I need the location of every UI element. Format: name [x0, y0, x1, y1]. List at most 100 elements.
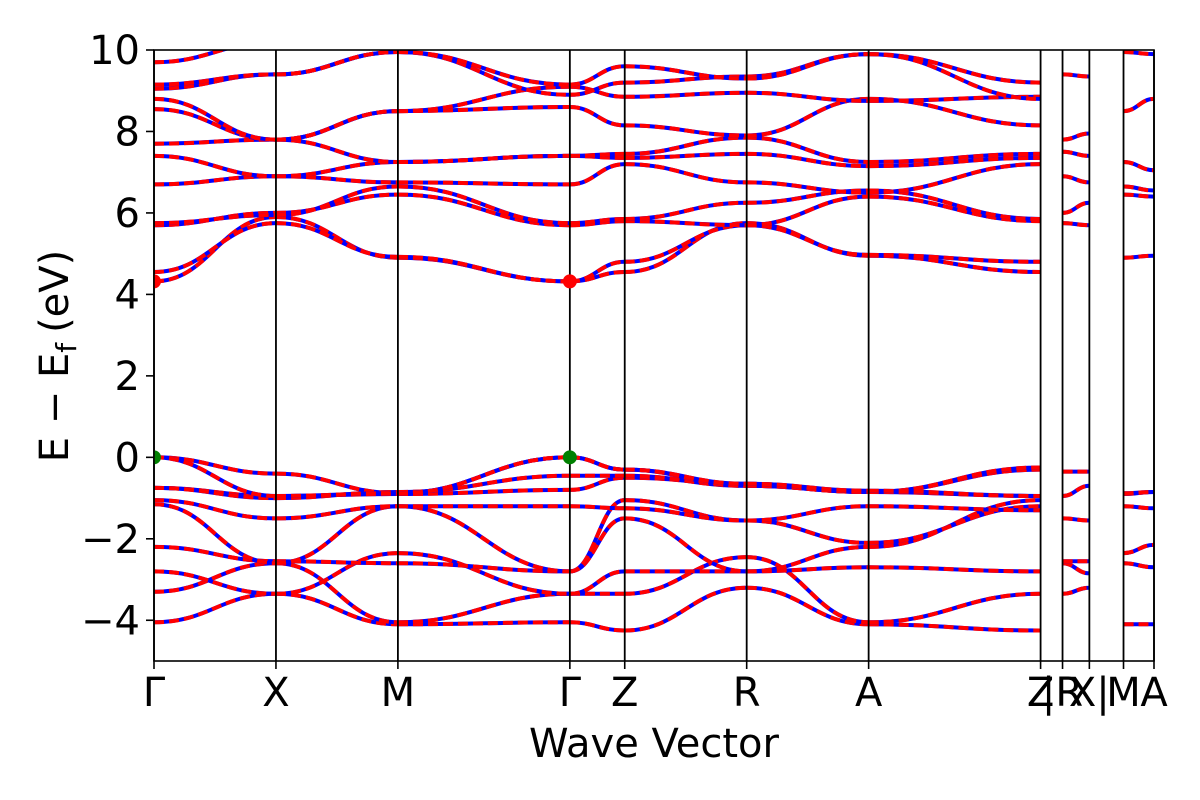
band-6-11	[868, 252, 1041, 264]
band-10-5-dashed	[1123, 490, 1154, 496]
band-5-0-dashed	[746, 585, 869, 627]
band-5-5-dashed	[746, 504, 869, 523]
y-tick-label-7: 10	[89, 28, 140, 74]
x-tick-label-2: M	[381, 670, 416, 716]
band-lines	[154, 34, 1154, 633]
band-3-14-dashed	[569, 162, 625, 187]
band-3-18-dashed	[569, 84, 625, 99]
band-5-1-dashed	[746, 555, 869, 625]
band-2-14	[397, 180, 570, 187]
band-4-14-dashed	[624, 162, 747, 185]
band-4-18-dashed	[624, 90, 747, 99]
band-8-8-dashed	[1062, 174, 1090, 185]
band-2-20-dashed	[397, 50, 570, 87]
band-4-17-dashed	[624, 123, 747, 138]
band-0-17-dashed	[154, 107, 277, 142]
band-3-3-dashed	[569, 516, 626, 574]
band-3-6-dashed	[569, 475, 625, 492]
band-2-1	[397, 591, 570, 625]
band-6-1	[868, 591, 1041, 625]
band-10-9-dashed	[1123, 160, 1154, 173]
band-10-1-dashed	[1123, 542, 1154, 556]
band-3-0-dashed	[569, 620, 625, 633]
band-5-17-dashed	[746, 96, 869, 138]
band-0-18-dashed	[154, 96, 277, 142]
y-tick-label-4: 4	[115, 272, 140, 318]
y-tick-label-3: 2	[115, 354, 140, 400]
band-0-10-dashed	[154, 215, 277, 284]
band-3-4-dashed	[569, 498, 626, 574]
band-5-20-dashed	[746, 52, 869, 81]
band-8-9-dashed	[1062, 131, 1090, 142]
band-5-14-dashed	[746, 180, 869, 195]
band-4-9-dashed	[624, 467, 747, 486]
vbm-marker-2	[154, 450, 161, 465]
band-10-11-dashed	[1123, 50, 1154, 57]
band-3-5-dashed	[569, 504, 625, 511]
band-6-0	[868, 622, 1041, 633]
band-10-7-dashed	[1123, 192, 1154, 199]
band-6-21	[869, 34, 1041, 38]
band-6-4-dashed	[868, 504, 1041, 545]
band-1-20-dashed	[275, 50, 398, 77]
band-5-12-dashed	[746, 194, 869, 228]
band-0-4-dashed	[154, 502, 277, 566]
band-1-12-dashed	[275, 192, 398, 215]
band-8-11-dashed	[1062, 72, 1090, 79]
band-6-13	[868, 188, 1041, 221]
x-tick-label-7: Z	[1027, 670, 1054, 716]
y-axis-label-subscript: f	[50, 342, 83, 353]
band-0-2-dashed	[154, 569, 277, 596]
band-6-12	[868, 194, 1041, 224]
band-0-11-dashed	[154, 221, 277, 274]
band-10-2-dashed	[1123, 561, 1154, 570]
band-4-11-dashed	[624, 223, 747, 264]
x-tick-label-5: R	[733, 670, 761, 716]
band-4-15-dashed	[624, 151, 747, 160]
band-1-21-dashed	[276, 38, 398, 42]
band-4-1-dashed	[624, 555, 747, 596]
band-2-6	[397, 487, 570, 496]
x-tick-label-9: X|	[1069, 670, 1110, 716]
band-3-16-dashed	[569, 151, 625, 158]
band-3-13-dashed	[569, 217, 625, 226]
band-2-13-dashed	[397, 184, 570, 226]
band-4-3-dashed	[624, 516, 747, 574]
band-10-8-dashed	[1123, 184, 1154, 193]
band-2-16	[397, 153, 570, 164]
y-tick-label-5: 6	[115, 191, 140, 237]
band-1-0-dashed	[275, 591, 398, 627]
cbm-marker-1	[562, 274, 577, 289]
band-2-19-dashed	[397, 50, 570, 97]
band-0-20-dashed	[154, 72, 277, 87]
band-5-9-dashed	[746, 481, 869, 493]
y-axis-label: E − Ef (eV)	[32, 250, 83, 463]
band-0-15-dashed	[154, 153, 277, 179]
band-3-20-dashed	[569, 64, 625, 87]
band-2-0	[397, 620, 570, 627]
plot-frame	[153, 49, 1155, 662]
band-1-11-dashed	[275, 221, 398, 259]
band-2-2	[397, 551, 570, 596]
band-6-20	[868, 52, 1041, 101]
band-2-20	[397, 50, 570, 87]
x-tick-label-6: A	[855, 670, 883, 716]
band-8-0-dashed	[1062, 585, 1090, 596]
band-3-2-dashed	[569, 569, 625, 596]
x-axis-ticks: Γ X M Γ Z R A Z|RX|M A	[143, 661, 1168, 716]
band-4-10-dashed	[624, 221, 747, 274]
band-3-17-dashed	[569, 105, 625, 128]
band-0-13-dashed	[154, 213, 277, 226]
band-5-3-dashed	[746, 544, 869, 574]
band-8-10-dashed	[1062, 149, 1090, 158]
band-2-3	[397, 561, 570, 574]
band-extrema-markers	[154, 274, 577, 465]
y-tick-label-0: −4	[81, 598, 140, 644]
band-8-6-dashed	[1062, 200, 1090, 215]
band-0-1-dashed	[154, 561, 277, 594]
band-6-2	[868, 565, 1041, 574]
x-tick-label-11: A	[1140, 670, 1168, 716]
band-3-14	[569, 162, 625, 187]
band-1-13-dashed	[275, 184, 398, 217]
